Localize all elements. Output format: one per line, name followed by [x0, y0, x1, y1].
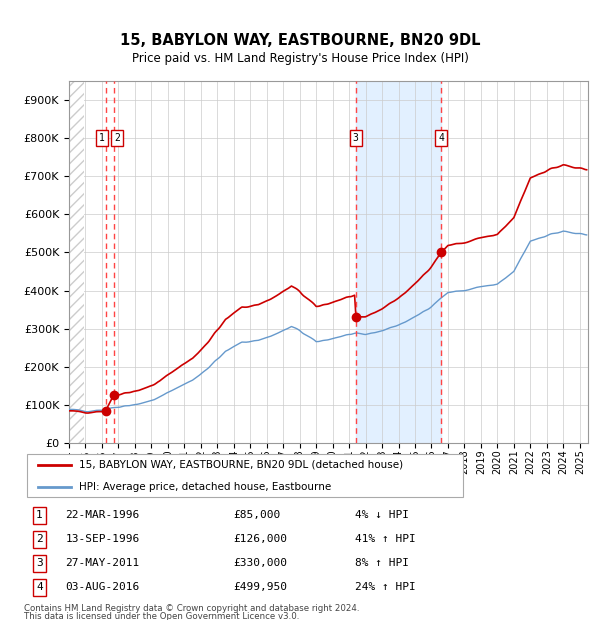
Text: 3: 3 — [353, 133, 359, 143]
Text: 4: 4 — [438, 133, 444, 143]
Text: 1: 1 — [99, 133, 105, 143]
Text: £499,950: £499,950 — [234, 582, 288, 592]
Bar — [69, 81, 84, 443]
Text: 1: 1 — [36, 510, 43, 520]
Text: This data is licensed under the Open Government Licence v3.0.: This data is licensed under the Open Gov… — [24, 612, 299, 620]
Text: 4% ↓ HPI: 4% ↓ HPI — [355, 510, 409, 520]
Text: £126,000: £126,000 — [234, 534, 288, 544]
Text: 4: 4 — [36, 582, 43, 592]
Bar — [356, 81, 441, 443]
Text: £85,000: £85,000 — [234, 510, 281, 520]
Text: HPI: Average price, detached house, Eastbourne: HPI: Average price, detached house, East… — [79, 482, 331, 492]
Text: Contains HM Land Registry data © Crown copyright and database right 2024.: Contains HM Land Registry data © Crown c… — [24, 604, 359, 613]
Text: 03-AUG-2016: 03-AUG-2016 — [65, 582, 140, 592]
Text: 15, BABYLON WAY, EASTBOURNE, BN20 9DL (detached house): 15, BABYLON WAY, EASTBOURNE, BN20 9DL (d… — [79, 459, 403, 470]
Text: Price paid vs. HM Land Registry's House Price Index (HPI): Price paid vs. HM Land Registry's House … — [131, 53, 469, 65]
Text: 24% ↑ HPI: 24% ↑ HPI — [355, 582, 416, 592]
Text: 27-MAY-2011: 27-MAY-2011 — [65, 558, 140, 569]
Text: £330,000: £330,000 — [234, 558, 288, 569]
Text: 2: 2 — [115, 133, 120, 143]
Text: 13-SEP-1996: 13-SEP-1996 — [65, 534, 140, 544]
Text: 2: 2 — [36, 534, 43, 544]
Text: 3: 3 — [36, 558, 43, 569]
Text: 15, BABYLON WAY, EASTBOURNE, BN20 9DL: 15, BABYLON WAY, EASTBOURNE, BN20 9DL — [120, 33, 480, 48]
Text: 41% ↑ HPI: 41% ↑ HPI — [355, 534, 416, 544]
Text: 22-MAR-1996: 22-MAR-1996 — [65, 510, 140, 520]
Text: 8% ↑ HPI: 8% ↑ HPI — [355, 558, 409, 569]
FancyBboxPatch shape — [27, 454, 463, 497]
